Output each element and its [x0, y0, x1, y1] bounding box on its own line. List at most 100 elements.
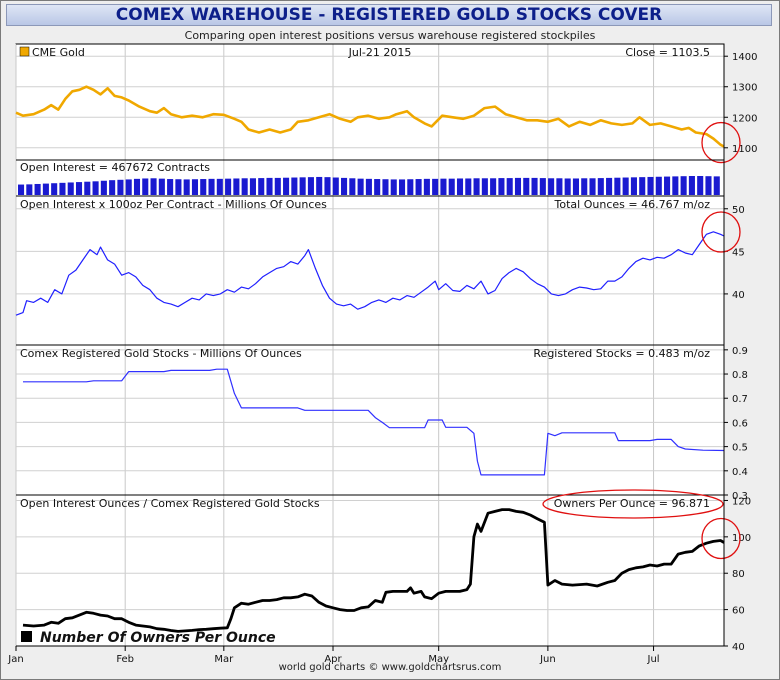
panel-label-gold: CME Gold [32, 46, 85, 59]
open-interest-bar [498, 178, 505, 195]
open-interest-bar [167, 179, 174, 195]
open-interest-bar [655, 176, 662, 195]
y-tick-label: 60 [732, 606, 745, 617]
open-interest-bar [697, 176, 704, 195]
chart-footer: world gold charts © www.goldchartsrus.co… [278, 662, 502, 673]
open-interest-bar [34, 183, 41, 195]
title-bar: COMEX WAREHOUSE - REGISTERED GOLD STOCKS… [6, 4, 772, 26]
open-interest-bar [133, 178, 141, 195]
panel-label-registered: Comex Registered Gold Stocks - Millions … [20, 347, 302, 360]
open-interest-bar [440, 178, 447, 195]
open-interest-bar [531, 177, 538, 195]
open-interest-bar [332, 177, 339, 195]
x-tick-label: Feb [116, 654, 134, 665]
open-interest-bar [84, 181, 91, 195]
series-line-gold [15, 85, 725, 148]
open-interest-bar [390, 179, 397, 195]
x-tick-label: Jun [539, 654, 556, 665]
y-tick-label: 40 [732, 290, 745, 301]
open-interest-bar [125, 179, 132, 195]
open-interest-bar [42, 183, 49, 195]
open-interest-bar [191, 179, 199, 195]
highlight-ellipse-owners-label [542, 489, 724, 519]
open-interest-bar [241, 178, 248, 195]
panel-label-oi_ounces: Open Interest x 100oz Per Contract - Mil… [20, 198, 327, 211]
open-interest-bar [473, 178, 480, 195]
y-tick-label: 0.8 [732, 370, 748, 381]
open-interest-bar [506, 178, 513, 195]
open-interest-bar [92, 181, 99, 195]
panel-value-label-oi_ounces: Total Ounces = 46.767 m/oz [554, 198, 711, 211]
open-interest-bar [51, 183, 58, 195]
open-interest-bar [647, 176, 654, 195]
series-line-registered [23, 368, 725, 476]
y-tick-label: 45 [732, 247, 745, 258]
panel-value-label-registered: Registered Stocks = 0.483 m/oz [533, 347, 710, 360]
open-interest-bar [175, 179, 182, 195]
open-interest-bar [225, 178, 232, 195]
open-interest-bar [664, 176, 671, 195]
open-interest-bar [398, 179, 406, 195]
legend-swatch-gold [19, 46, 30, 57]
open-interest-bar [456, 178, 464, 195]
open-interest-bar [490, 178, 497, 195]
y-tick-label: 50 [732, 205, 745, 216]
open-interest-bar [523, 177, 530, 195]
open-interest-bar [572, 178, 579, 195]
open-interest-bar [423, 178, 430, 195]
x-tick-label: Jan [7, 654, 23, 665]
y-tick-label: 0.3 [732, 491, 748, 502]
open-interest-bar [606, 177, 613, 195]
open-interest-bar [274, 177, 281, 195]
y-tick-label: 1300 [732, 83, 757, 94]
y-tick-label: 0.9 [732, 346, 748, 357]
open-interest-bar [581, 178, 588, 195]
open-interest-bar [349, 178, 356, 195]
open-interest-bar [688, 176, 695, 195]
series-line-oi_ounces [15, 231, 725, 316]
open-interest-bar [465, 178, 472, 195]
y-tick-label: 120 [732, 496, 751, 507]
panel-date-label: Jul-21 2015 [348, 46, 412, 59]
y-tick-label: 40 [732, 642, 745, 653]
open-interest-bar [374, 179, 381, 195]
open-interest-bar [183, 179, 190, 195]
panel-value-label-owners: Owners Per Ounce = 96.871 [554, 497, 710, 510]
open-interest-bar [680, 176, 687, 195]
open-interest-bar [283, 177, 290, 195]
open-interest-bar [208, 178, 215, 195]
y-tick-label: 1400 [732, 52, 757, 63]
open-interest-bar [117, 179, 124, 195]
series-line-owners [22, 508, 725, 633]
highlight-circle [701, 121, 741, 164]
open-interest-bar [713, 176, 720, 195]
open-interest-bar [291, 177, 298, 195]
open-interest-bar [432, 178, 439, 195]
open-interest-bar [59, 182, 66, 195]
x-tick-label: Mar [214, 654, 234, 665]
y-tick-label: 1100 [732, 144, 757, 155]
open-interest-bar [216, 178, 223, 195]
legend-swatch-owners [21, 631, 32, 642]
open-interest-bar [249, 178, 256, 195]
open-interest-bar [357, 178, 364, 195]
open-interest-bar [630, 177, 637, 195]
y-tick-label: 1200 [732, 113, 757, 124]
open-interest-bar [299, 177, 306, 195]
open-interest-bar [324, 177, 331, 195]
open-interest-bar [597, 178, 604, 195]
open-interest-bar [556, 178, 563, 195]
y-tick-label: 100 [732, 533, 751, 544]
open-interest-bar [109, 180, 116, 195]
y-tick-label: 80 [732, 569, 745, 580]
open-interest-bar [200, 179, 207, 195]
open-interest-bar [672, 176, 679, 195]
open-interest-bar [564, 178, 571, 195]
open-interest-bar [622, 177, 629, 195]
open-interest-bar [481, 178, 488, 195]
y-tick-label: 0.5 [732, 443, 748, 454]
open-interest-bar [705, 176, 712, 195]
open-interest-bar [100, 180, 107, 195]
legend-label-owners: Number Of Owners Per Ounce [40, 630, 276, 646]
y-tick-label: 0.4 [732, 467, 748, 478]
